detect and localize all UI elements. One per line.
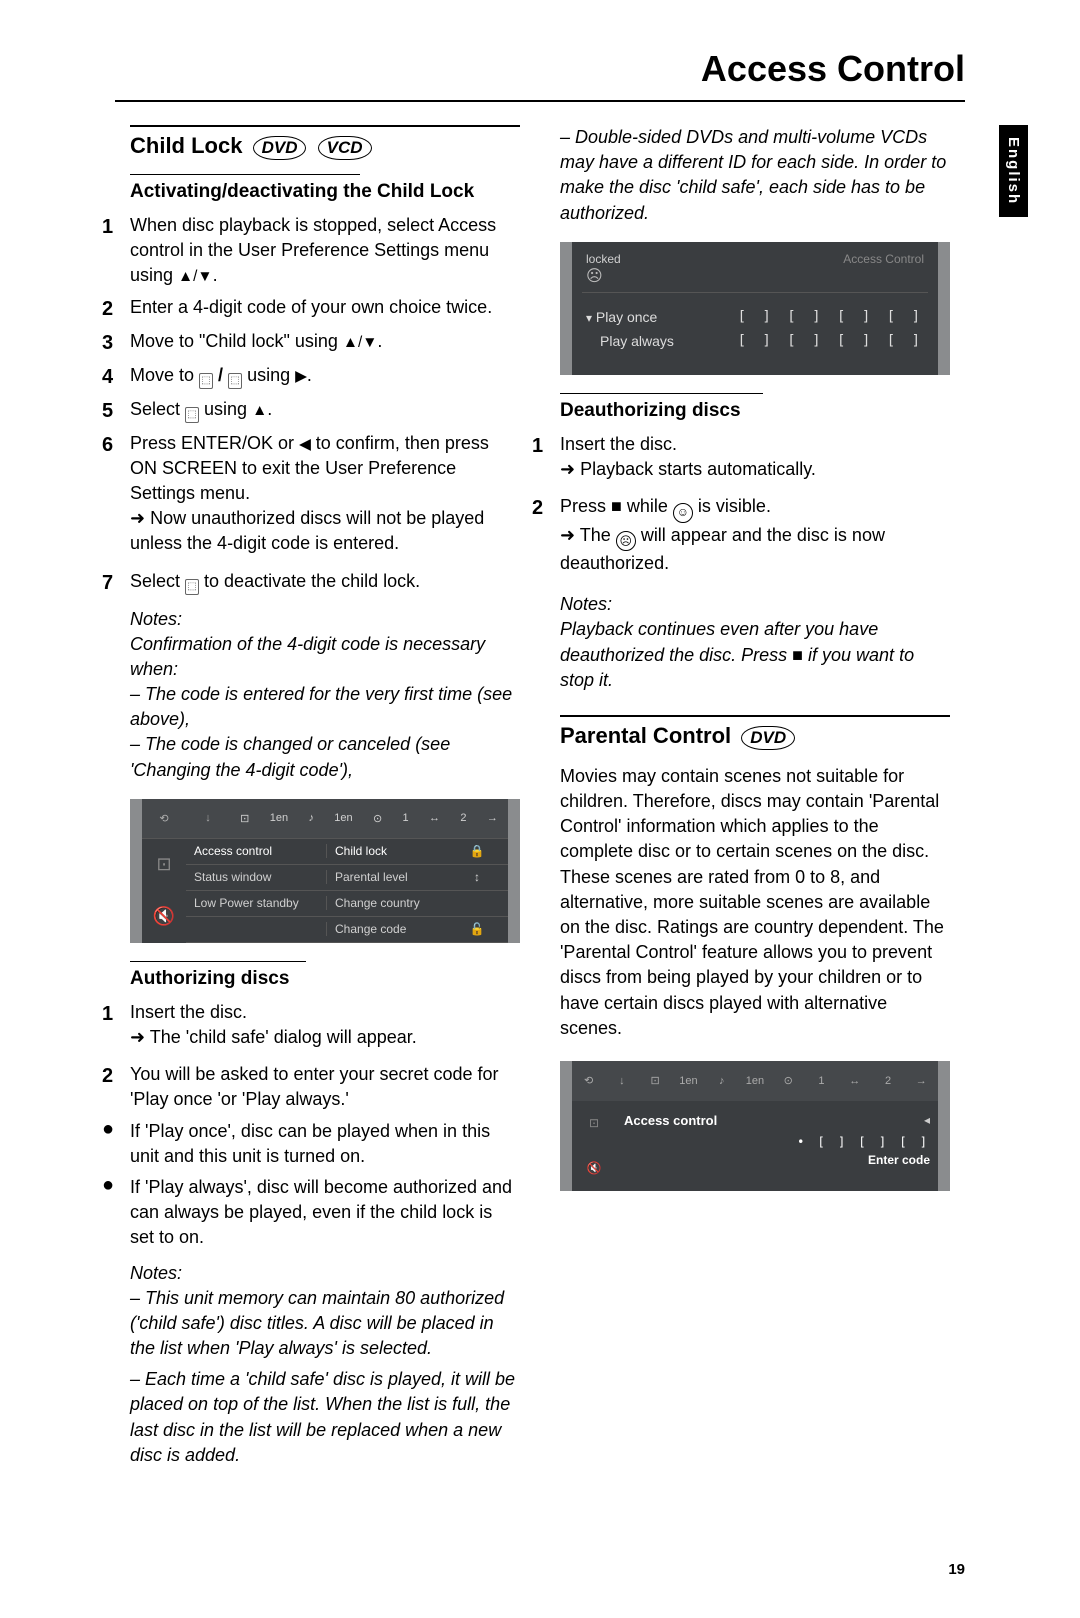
deauth-steps: 1Insert the disc. ➜ Playback starts auto… (532, 432, 950, 582)
child-lock-heading: Child Lock DVD VCD (130, 133, 520, 160)
stop-icon: ■ (611, 496, 622, 516)
parental-body: Movies may contain scenes not suitable f… (560, 764, 950, 1041)
bullet-play-always: ●If 'Play always', disc will become auth… (102, 1175, 520, 1251)
vcd-badge: VCD (318, 136, 372, 160)
lock-closed-icon: ⬚ (185, 407, 199, 423)
up-down-icon: ▲/▼ (178, 268, 213, 285)
result-line: ➜ Now unauthorized discs will not be pla… (130, 506, 520, 556)
right-icon: ▶ (295, 368, 307, 385)
step-1: 1When disc playback is stopped, select A… (102, 213, 520, 289)
arrow-icon: ➜ (560, 459, 575, 479)
menu-row: Low Power standbyChange country (186, 891, 508, 917)
up-down-icon: ▲/▼ (343, 334, 378, 351)
dialog-screenshot: locked ☹ Access Control ▾ Play once[ ] [… (560, 242, 950, 375)
left-column: Child Lock DVD VCD Activating/deactivati… (130, 125, 520, 1468)
activating-notes: Notes: Confirmation of the 4-digit code … (130, 607, 520, 783)
menu-row: Change code🔓 (186, 917, 508, 943)
page-number: 19 (948, 1561, 965, 1578)
lock-open-icon: ⬚ (185, 579, 199, 595)
step-7: 7Select ⬚ to deactivate the child lock. (102, 569, 520, 597)
page-title: Access Control (701, 48, 965, 90)
right-column: – Double-sided DVDs and multi-volume VCD… (560, 125, 950, 1209)
subsection-rule (130, 961, 306, 962)
step-2: 2Press ■ while ☺ is visible. ➜ The ☹ wil… (532, 494, 950, 582)
activating-steps: 1When disc playback is stopped, select A… (102, 213, 520, 597)
dvd-badge: DVD (253, 136, 307, 160)
arrow-icon: ➜ (130, 1027, 145, 1047)
subsection-rule (130, 174, 360, 175)
title-rule (115, 100, 965, 102)
screenshot-header: ⟲↓ ⊡1en ♪1en ⊙1 ↔2 → (572, 1061, 938, 1101)
step-4: 4Move to ⬚ / ⬚ using ▶. (102, 363, 520, 391)
step-2: 2You will be asked to enter your secret … (102, 1062, 520, 1112)
down-icon: ▾ (586, 311, 592, 325)
step-5: 5Select ⬚ using ▲. (102, 397, 520, 425)
dvd-badge: DVD (741, 726, 795, 750)
menu-row: Access controlChild lock🔒 (186, 839, 508, 865)
arrow-icon: ➜ (130, 508, 145, 528)
frown-icon: ☹ (586, 266, 621, 286)
subsection-rule (560, 393, 763, 394)
deauth-notes: Notes: Playback continues even after you… (560, 592, 950, 693)
parental-control-heading: Parental Control DVD (560, 723, 950, 750)
left-icon: ◀ (299, 436, 311, 453)
step-2: 2Enter a 4-digit code of your own choice… (102, 295, 520, 323)
step-1: 1Insert the disc. ➜ The 'child safe' dia… (102, 1000, 520, 1056)
step-3: 3Move to "Child lock" using ▲/▼. (102, 329, 520, 357)
menu-row: Status windowParental level↕ (186, 865, 508, 891)
activating-heading: Activating/deactivating the Child Lock (130, 181, 520, 203)
screenshot-header: ⟲↓ ⊡1en ♪1en ⊙1 ↔2 → (142, 799, 508, 839)
smile-icon: ☺ (673, 503, 693, 523)
arrow-icon: ➜ (560, 525, 575, 545)
authorizing-notes: Notes: – This unit memory can maintain 8… (130, 1261, 520, 1469)
authorizing-heading: Authorizing discs (130, 968, 520, 990)
menu-screenshot-1: ⟲↓ ⊡1en ♪1en ⊙1 ↔2 → ⊡ 🔇 Access controlC… (130, 799, 520, 943)
step-6: 6Press ENTER/OK or ◀ to confirm, then pr… (102, 431, 520, 563)
frown-icon: ☹ (616, 531, 636, 551)
lock-closed-icon: ⬚ (199, 373, 213, 389)
authorizing-steps: 1Insert the disc. ➜ The 'child safe' dia… (102, 1000, 520, 1113)
up-icon: ▲ (252, 402, 267, 419)
menu-screenshot-2: ⟲↓ ⊡1en ♪1en ⊙1 ↔2 → ⊡🔇 Access control ◂… (560, 1061, 950, 1191)
top-note: – Double-sided DVDs and multi-volume VCD… (560, 125, 950, 226)
deauthorizing-heading: Deauthorizing discs (560, 400, 950, 422)
section-rule (560, 715, 950, 717)
section-rule (130, 125, 520, 127)
language-tab: English (999, 125, 1028, 217)
heading-text: Child Lock (130, 133, 242, 158)
lock-open-icon: ⬚ (228, 373, 242, 389)
bullet-play-once: ●If 'Play once', disc can be played when… (102, 1119, 520, 1169)
stop-icon: ■ (792, 645, 803, 665)
step-1: 1Insert the disc. ➜ Playback starts auto… (532, 432, 950, 488)
